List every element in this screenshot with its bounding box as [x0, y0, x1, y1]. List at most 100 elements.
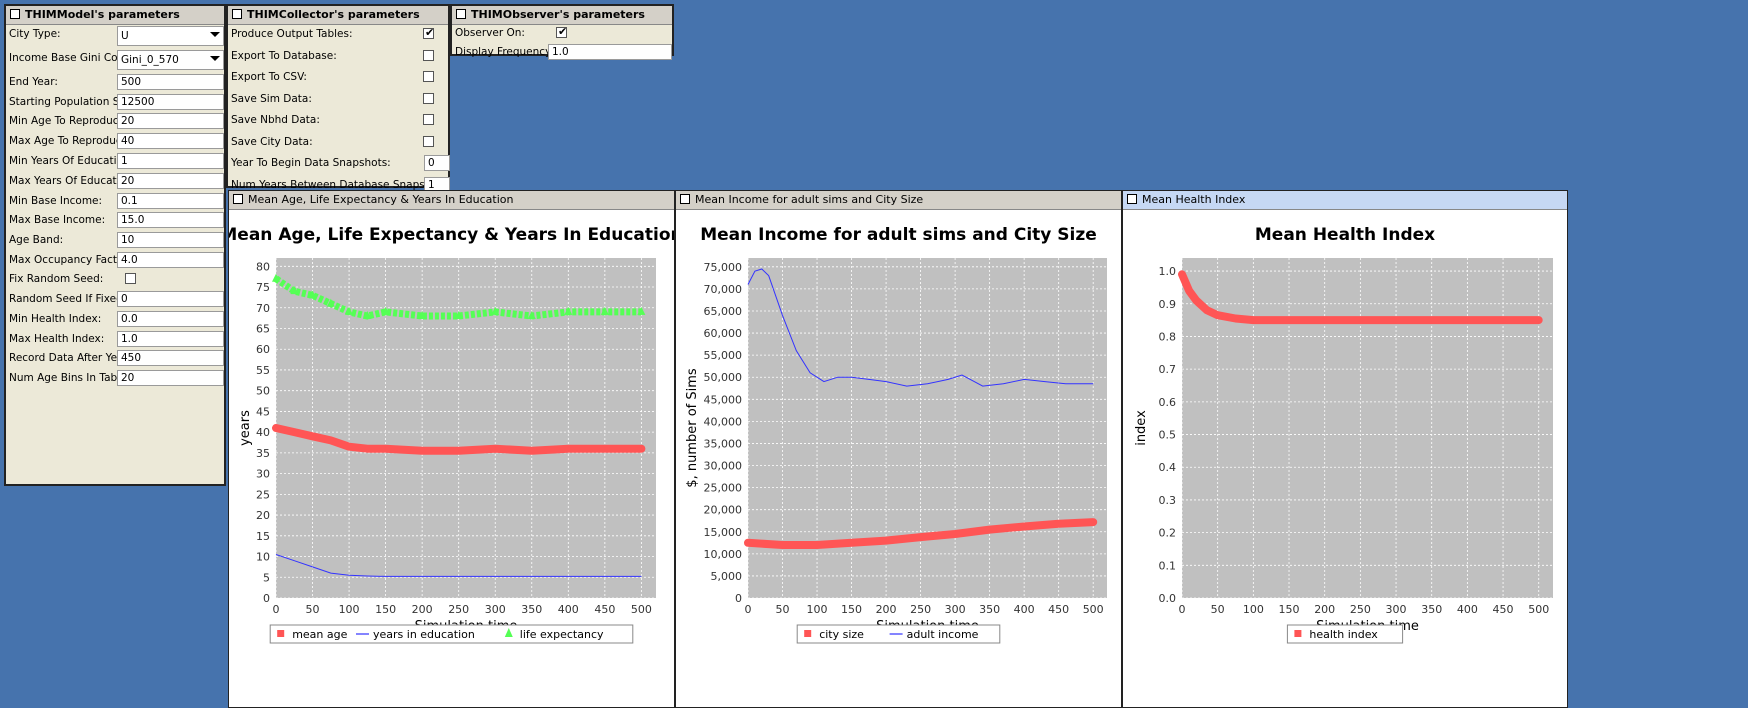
chart-window-age: Mean Age, Life Expectancy & Years In Edu…: [228, 190, 675, 708]
x-tick-label: 450: [1493, 603, 1514, 616]
chevron-down-icon[interactable]: [210, 56, 220, 61]
window-toggle-icon[interactable]: [1127, 194, 1137, 204]
x-tick-label: 50: [776, 603, 790, 616]
x-tick-label: 450: [1048, 603, 1069, 616]
y-tick-label: 0.5: [1159, 429, 1177, 442]
parameter-input[interactable]: 20: [117, 113, 224, 129]
parameter-value: 20: [121, 372, 135, 384]
parameter-value: 1.0: [121, 333, 138, 345]
parameter-input[interactable]: 0: [424, 155, 450, 171]
chart-title: Mean Income for adult sims and City Size: [700, 225, 1097, 245]
series-line-adult-income: [747, 268, 1094, 387]
data-point: [326, 298, 335, 307]
collector-panel-titlebar[interactable]: THIMCollector's parameters: [228, 6, 448, 25]
parameter-row: Random Seed If Fixed: 0: [6, 290, 224, 308]
model-panel-titlebar[interactable]: THIMModel's parameters: [6, 6, 224, 25]
parameter-input[interactable]: 15.0: [117, 212, 224, 228]
parameter-input[interactable]: 40: [117, 133, 224, 149]
chart-window-titlebar[interactable]: Mean Age, Life Expectancy & Years In Edu…: [229, 191, 674, 210]
observer-panel-titlebar[interactable]: THIMObserver's parameters: [452, 6, 672, 25]
parameter-row: Display Frequency: 1.0: [452, 43, 672, 61]
y-tick-label: 5: [263, 571, 270, 584]
parameter-value: 1.0: [552, 46, 569, 58]
parameter-label: Export To Database:: [231, 49, 337, 62]
y-tick-label: 80: [256, 260, 270, 273]
parameter-value: 0: [428, 157, 435, 169]
y-tick-label: 60: [256, 343, 270, 356]
parameter-row: Max Health Index: 1.0: [6, 330, 224, 348]
x-tick-label: 300: [1386, 603, 1407, 616]
y-tick-label: 60,000: [704, 327, 743, 340]
data-point: [564, 306, 573, 315]
parameter-label: Max Occupancy Factor:: [9, 254, 132, 266]
y-tick-label: 15,000: [704, 526, 743, 539]
parameter-label: Min Health Index:: [9, 313, 102, 325]
parameter-input[interactable]: 20: [117, 173, 224, 189]
y-tick-label: 0.7: [1159, 363, 1177, 376]
parameter-checkbox[interactable]: [423, 92, 434, 104]
parameter-input[interactable]: 450: [117, 350, 224, 366]
parameter-input[interactable]: 0: [117, 291, 224, 307]
legend-box: [1286, 624, 1404, 644]
y-tick-label: 65,000: [704, 305, 743, 318]
parameter-value: 450: [121, 352, 142, 364]
parameter-input[interactable]: 1: [117, 153, 224, 169]
parameter-row: Save City Data:: [228, 133, 448, 151]
parameter-input[interactable]: 4.0: [117, 252, 224, 268]
parameter-input[interactable]: 10: [117, 232, 224, 248]
parameter-value: 40: [121, 135, 135, 147]
parameter-input[interactable]: 0.1: [117, 193, 224, 209]
window-toggle-icon[interactable]: [233, 194, 243, 204]
chart-window-titlebar[interactable]: Mean Income for adult sims and City Size: [676, 191, 1121, 210]
x-tick-label: 150: [1279, 603, 1300, 616]
x-tick-label: 350: [1421, 603, 1442, 616]
x-tick-label: 400: [558, 603, 579, 616]
panel-toggle-icon[interactable]: [456, 9, 466, 19]
chart-window-titlebar[interactable]: Mean Health Index: [1123, 191, 1567, 210]
parameter-dropdown[interactable]: U: [117, 26, 224, 46]
parameter-value: 0: [121, 293, 128, 305]
x-tick-label: 150: [841, 603, 862, 616]
parameter-checkbox[interactable]: [423, 49, 434, 61]
x-tick-label: 100: [1243, 603, 1264, 616]
parameter-row: Save Nbhd Data:: [228, 111, 448, 129]
panel-toggle-icon[interactable]: [10, 9, 20, 19]
data-point: [345, 306, 354, 315]
parameter-checkbox[interactable]: [423, 114, 434, 125]
parameter-checkbox[interactable]: [423, 135, 434, 147]
chevron-down-icon[interactable]: [210, 32, 220, 37]
parameter-row: Produce Output Tables: ✔: [228, 25, 448, 43]
parameter-input[interactable]: 0.0: [117, 311, 224, 327]
parameter-input[interactable]: 1.0: [548, 44, 672, 60]
parameter-dropdown[interactable]: Gini_0_570: [117, 50, 224, 70]
parameter-row: Record Data After Year: 450: [6, 349, 224, 367]
parameter-input[interactable]: 12500: [117, 94, 224, 110]
y-tick-label: 25: [256, 488, 270, 501]
y-tick-label: 25,000: [704, 482, 743, 495]
y-tick-label: 1.0: [1159, 265, 1177, 278]
y-tick-label: 70: [256, 302, 270, 315]
chart-title: Mean Health Index: [1255, 225, 1435, 245]
parameter-label: Produce Output Tables:: [231, 28, 353, 40]
parameter-checkbox[interactable]: [423, 71, 434, 82]
parameter-input[interactable]: 1.0: [117, 331, 224, 347]
x-tick-label: 0: [1179, 603, 1186, 616]
parameter-checkbox[interactable]: ✔: [556, 25, 567, 38]
x-tick-label: 350: [521, 603, 542, 616]
x-tick-label: 450: [594, 603, 615, 616]
x-tick-label: 250: [448, 603, 469, 616]
parameter-label: Num Years Between Database Snapshots:: [231, 178, 451, 191]
legend-swatch: [504, 628, 513, 637]
parameter-checkbox[interactable]: [125, 273, 136, 284]
legend-label: adult income: [907, 628, 979, 641]
window-toggle-icon[interactable]: [680, 194, 690, 204]
parameter-row: Num Age Bins In Tables: 20: [6, 369, 224, 387]
parameter-row: Export To Database:: [228, 47, 448, 65]
y-axis-label: years: [238, 410, 253, 446]
y-tick-label: 0.0: [1159, 592, 1177, 605]
parameter-input[interactable]: 20: [117, 370, 224, 386]
parameter-input[interactable]: 500: [117, 74, 224, 90]
data-point: [381, 306, 390, 315]
parameter-checkbox[interactable]: ✔: [423, 26, 434, 39]
panel-toggle-icon[interactable]: [232, 9, 242, 19]
